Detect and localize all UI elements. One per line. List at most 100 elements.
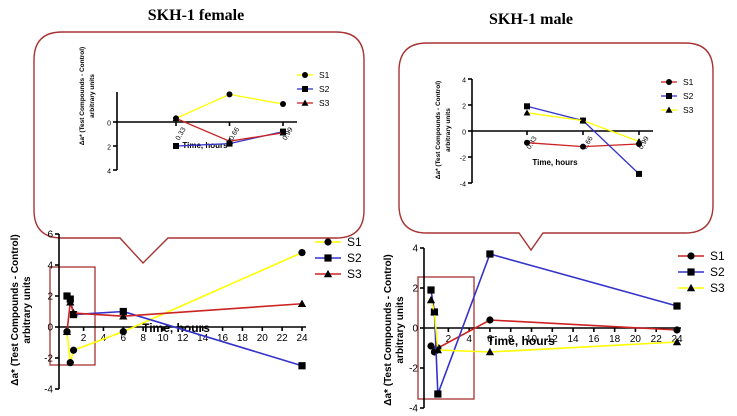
female-inset-legend-marker-S1 [302, 72, 308, 78]
male-main-chart: -4-202424681012141618202224Time, hoursΔa… [383, 244, 725, 415]
male-inset-point-S3 [523, 109, 531, 116]
male-inset-legend-marker-S2 [666, 93, 672, 99]
female-inset-point-S3 [279, 129, 287, 136]
female-main-point-S1 [298, 249, 306, 257]
female-main-point-S1 [66, 359, 74, 367]
female-main-point-S3 [66, 298, 75, 306]
female-main-legend-marker-S3 [323, 269, 333, 278]
male-inset-point-S3 [579, 117, 587, 124]
male-main-point-S2 [673, 302, 681, 310]
female-main-legend-label-S2: S2 [347, 251, 362, 265]
male-inset-point-S3 [635, 137, 643, 145]
female-inset-y-tick-label: 0 [107, 121, 111, 128]
male-inset-point-S1 [524, 139, 530, 146]
female-main-x-tick-label: 16 [217, 333, 229, 344]
male-main-y-tick-label: -4 [409, 404, 418, 415]
male-main-point-S2 [486, 250, 494, 258]
male-inset-y-tick-label: -4 [460, 182, 466, 189]
female-main-legend-label-S3: S3 [347, 267, 362, 281]
male-zoom-box [417, 276, 475, 400]
male-main-x-tick-label: 20 [630, 334, 642, 345]
female-main-x-tick-label: 12 [177, 333, 189, 344]
male-main-x-tick-label: 22 [651, 334, 663, 345]
female-main-point-S2 [119, 307, 127, 316]
male-inset-x-label: Time, hours [532, 158, 578, 167]
female-main-y-tick-label: 6 [47, 230, 53, 241]
female-main-legend-marker-S1 [324, 238, 332, 246]
male-main-y-label: arbitrary units [395, 296, 406, 364]
female-main-x-tick-label: 18 [237, 333, 249, 344]
male-main-legend-marker-S3 [686, 283, 696, 292]
male-main-point-S3 [430, 307, 439, 316]
female-main-x-tick-label: 6 [121, 333, 127, 344]
female-main-point-S2 [298, 362, 306, 370]
male-main-point-S3 [672, 337, 682, 346]
male-main-legend-marker-S1 [687, 252, 695, 260]
female-main-x-tick-label: 10 [157, 333, 169, 344]
female-main-series-line-S1 [66, 251, 303, 363]
female-main-y-tick-label: 2 [47, 292, 53, 303]
female-inset-y-label: arbitrary units [89, 74, 96, 118]
female-inset-legend-label-S1: S1 [319, 70, 330, 80]
male-inset-legend-marker-S1 [666, 79, 672, 85]
male-main-x-tick-label: 8 [508, 334, 514, 345]
female-main-point-S3 [69, 308, 78, 317]
male-main-x-tick-label: 12 [547, 334, 559, 345]
female-inset-x-label: Time, hours [182, 141, 228, 150]
female-inset-legend-marker-S3 [301, 99, 309, 106]
male-main-y-tick-label: 2 [412, 284, 418, 295]
female-main-x-tick-label: 14 [197, 333, 209, 344]
female-title: SKH-1 female [148, 7, 244, 24]
male-main-x-tick-label: 10 [526, 334, 538, 345]
male-main-point-S2 [434, 390, 442, 398]
male-inset-legend-label-S2: S2 [683, 91, 694, 101]
male-inset-y-tick-label: -2 [460, 156, 466, 163]
male-inset-legend-label-S1: S1 [683, 77, 694, 87]
female-main-x-tick-label: 20 [257, 333, 269, 344]
female-inset-point-S1 [280, 101, 286, 107]
female-main-y-tick-label: -2 [44, 354, 53, 365]
male-main-legend-marker-S2 [687, 268, 695, 276]
female-main-legend-marker-S2 [324, 254, 332, 262]
female-inset-legend-label-S3: S3 [319, 98, 330, 108]
female-main-x-tick-label: 22 [277, 333, 289, 344]
male-main-x-tick-label: 18 [609, 334, 621, 345]
male-inset-y-tick-label: 2 [462, 104, 466, 111]
female-inset-point-S3 [226, 137, 233, 144]
female-main-point-S3 [119, 312, 128, 320]
male-inset-legend-label-S3: S3 [683, 105, 694, 115]
male-inset-y-label: Δa* (Test Compounds - Control) [435, 81, 442, 179]
female-callout-bubble [33, 31, 365, 265]
male-main-x-tick-label: 14 [568, 334, 580, 345]
female-main-x-tick-label: 24 [296, 333, 308, 344]
male-main-x-label: Time, hours [487, 334, 555, 348]
female-inset-point-S3 [172, 114, 180, 122]
male-main-point-S3 [426, 295, 436, 304]
female-main-x-tick-label: 8 [140, 333, 146, 344]
female-main-point-S1 [69, 346, 78, 354]
female-main-point-S3 [297, 299, 307, 308]
male-inset-point-S2 [636, 170, 642, 177]
male-inset-y-label: arbitrary units [445, 108, 452, 152]
male-main-legend-label-S1: S1 [710, 249, 725, 263]
female-inset-point-S2 [173, 143, 179, 149]
male-main-legend-label-S3: S3 [710, 281, 725, 295]
male-main-x-tick-label: 6 [487, 334, 493, 345]
female-main-y-label: Δa* (Test Compounds - Control) [10, 234, 21, 385]
male-inset-y-tick-label: 4 [462, 78, 466, 85]
female-main-legend-label-S1: S1 [347, 235, 362, 249]
male-main-point-S1 [673, 326, 681, 334]
male-callout-bubble [398, 42, 714, 252]
male-main-point-S2 [427, 286, 435, 294]
female-main-y-tick-label: -4 [44, 385, 53, 396]
male-main-x-tick-label: 2 [446, 334, 452, 345]
female-inset-legend-marker-S2 [302, 86, 308, 92]
male-main-x-tick-label: 16 [588, 334, 600, 345]
male-main-y-tick-label: 4 [412, 244, 418, 255]
female-main-y-label: arbitrary units [22, 276, 33, 344]
male-main-point-S3 [433, 345, 442, 354]
male-main-y-tick-label: 0 [412, 324, 418, 335]
